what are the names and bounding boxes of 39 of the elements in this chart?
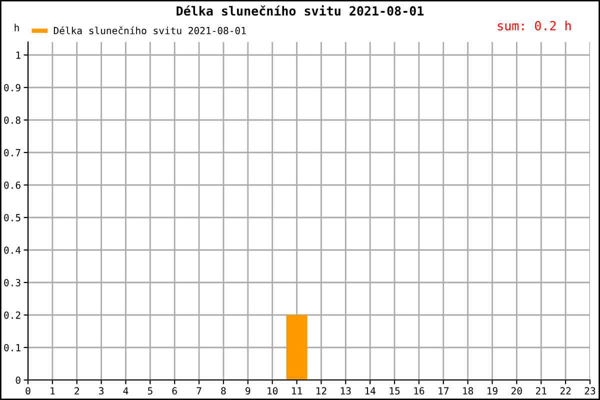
y-tick-label: 0.4: [4, 246, 21, 254]
chart-title: Délka slunečního svitu 2021-08-01: [176, 5, 424, 16]
x-tick-label: 23: [584, 387, 596, 395]
x-tick-label: 19: [488, 387, 498, 395]
x-tick-label: 21: [536, 387, 546, 394]
y-tick-label: 0.1: [4, 344, 20, 352]
y-tick-label: 0.2: [4, 312, 20, 319]
x-tick-label: 14: [365, 387, 376, 394]
legend-label: Délka slunečního svitu 2021-08-01: [54, 26, 246, 34]
x-tick-label: 5: [148, 387, 152, 395]
x-tick-label: 6: [172, 387, 177, 395]
x-tick-label: 15: [390, 387, 400, 395]
x-tick-label: 20: [512, 387, 522, 395]
x-tick-label: 4: [123, 387, 128, 394]
x-tick-label: 12: [316, 387, 326, 394]
x-tick-label: 10: [268, 387, 278, 395]
text: sum: 0.2 h: [498, 20, 571, 30]
x-tick-label: 11: [292, 387, 302, 394]
y-tick-label: 0.7: [4, 149, 20, 156]
x-tick-label: 17: [438, 387, 449, 394]
y-tick-label: 0.8: [4, 116, 20, 124]
x-tick-label: 9: [246, 387, 250, 395]
x-tick-label: 7: [196, 387, 202, 394]
y-tick-label: 0.5: [4, 214, 20, 222]
x-tick-label: 3: [99, 387, 104, 395]
x-tick-label: 16: [414, 387, 424, 395]
y-tick-label: 0: [16, 376, 20, 384]
x-tick-label: 1: [50, 387, 55, 394]
x-tick-label: 2: [74, 387, 79, 394]
y-tick-label: 0.9: [4, 84, 20, 92]
x-tick-label: 22: [560, 387, 571, 394]
x-tick-label: 13: [340, 387, 351, 395]
x-tick-label: 18: [463, 387, 474, 395]
y-tick-label: 0.3: [4, 279, 20, 286]
x-tick-label: 0: [26, 387, 30, 395]
x-tick-label: 8: [221, 387, 226, 395]
y-tick-label: 1: [16, 52, 20, 59]
y-tick-label: 0.6: [4, 182, 20, 189]
y-axis-title: h: [14, 24, 19, 32]
